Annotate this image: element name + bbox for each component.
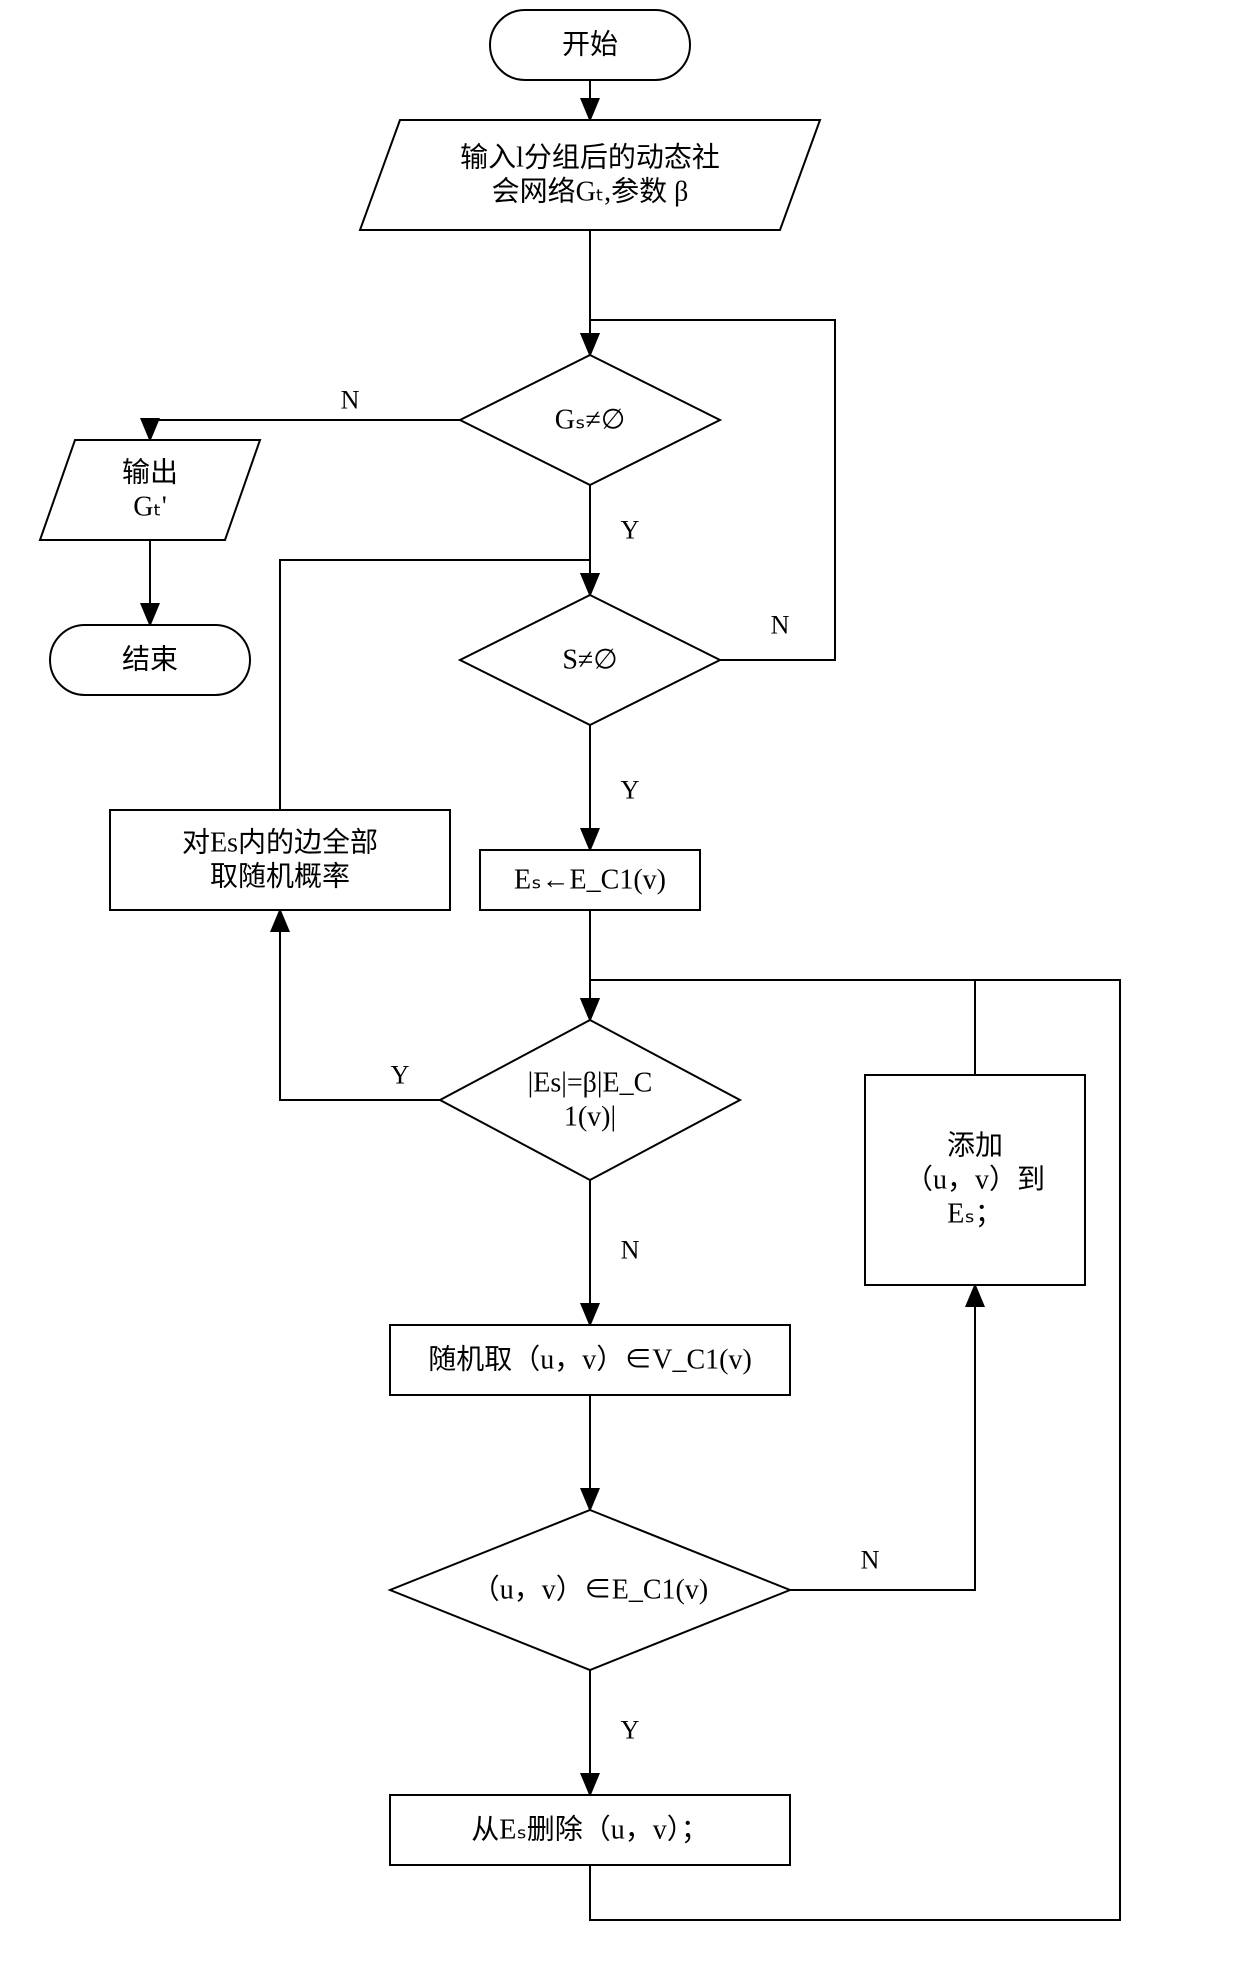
- node-input: 输入l分组后的动态社会网络Gₜ,参数 β: [360, 120, 820, 230]
- node-delete: 从Eₛ删除（u，v）；: [390, 1795, 790, 1865]
- node-text: Eₛ；: [947, 1199, 1003, 1230]
- node-text: （u，v）到: [905, 1164, 1045, 1196]
- edge-label-4: Y: [621, 516, 640, 545]
- node-assign: Eₛ←E_C1(v): [480, 850, 700, 910]
- node-text: 从Eₛ删除（u，v）；: [471, 1814, 709, 1846]
- node-text: Eₛ←E_C1(v): [514, 865, 666, 896]
- node-text: S≠∅: [562, 645, 617, 676]
- node-text: 结束: [122, 644, 178, 676]
- edge-label-5: N: [771, 611, 790, 640]
- edge-5: [590, 320, 835, 660]
- edge-12: [790, 1285, 975, 1590]
- node-end: 结束: [50, 625, 250, 695]
- node-output: 输出Gₜ': [40, 440, 260, 540]
- node-addedge: 添加（u，v）到Eₛ；: [865, 1075, 1085, 1285]
- node-text: 输出: [122, 457, 178, 489]
- node-text: 随机取（u，v）∈V_C1(v): [428, 1344, 752, 1376]
- node-text: Gₜ': [133, 492, 167, 523]
- node-d_gs: Gₛ≠∅: [460, 355, 720, 485]
- node-d_s: S≠∅: [460, 595, 720, 725]
- edge-2: [150, 420, 460, 440]
- node-randprob: 对Es内的边全部取随机概率: [110, 810, 450, 910]
- node-randpick: 随机取（u，v）∈V_C1(v): [390, 1325, 790, 1395]
- node-text: |Es|=β|E_C: [528, 1068, 653, 1099]
- edge-label-10: N: [621, 1236, 640, 1265]
- node-text: 取随机概率: [210, 861, 350, 893]
- edge-label-2: N: [341, 386, 360, 415]
- node-text: （u，v）∈E_C1(v): [472, 1574, 708, 1606]
- edge-label-8: Y: [391, 1061, 410, 1090]
- node-text: 会网络Gₜ,参数 β: [492, 176, 689, 208]
- node-d_size: |Es|=β|E_C1(v)|: [440, 1020, 740, 1180]
- node-d_in: （u，v）∈E_C1(v): [390, 1510, 790, 1670]
- node-start: 开始: [490, 10, 690, 80]
- edge-label-6: Y: [621, 776, 640, 805]
- node-text: Gₛ≠∅: [555, 405, 625, 436]
- flowchart-canvas: 开始输入l分组后的动态社会网络Gₜ,参数 β Gₛ≠∅ 输出Gₜ' 结束 S≠∅ 对Es内…: [0, 0, 1240, 1981]
- node-text: 添加: [947, 1131, 1003, 1162]
- edge-label-12: N: [861, 1546, 880, 1575]
- edge-label-14: Y: [621, 1716, 640, 1745]
- node-text: 开始: [562, 29, 618, 61]
- node-text: 1(v)|: [564, 1102, 616, 1133]
- edge-8: [280, 910, 440, 1100]
- node-text: 输入l分组后的动态社: [460, 142, 720, 174]
- node-text: 对Es内的边全部: [182, 827, 378, 859]
